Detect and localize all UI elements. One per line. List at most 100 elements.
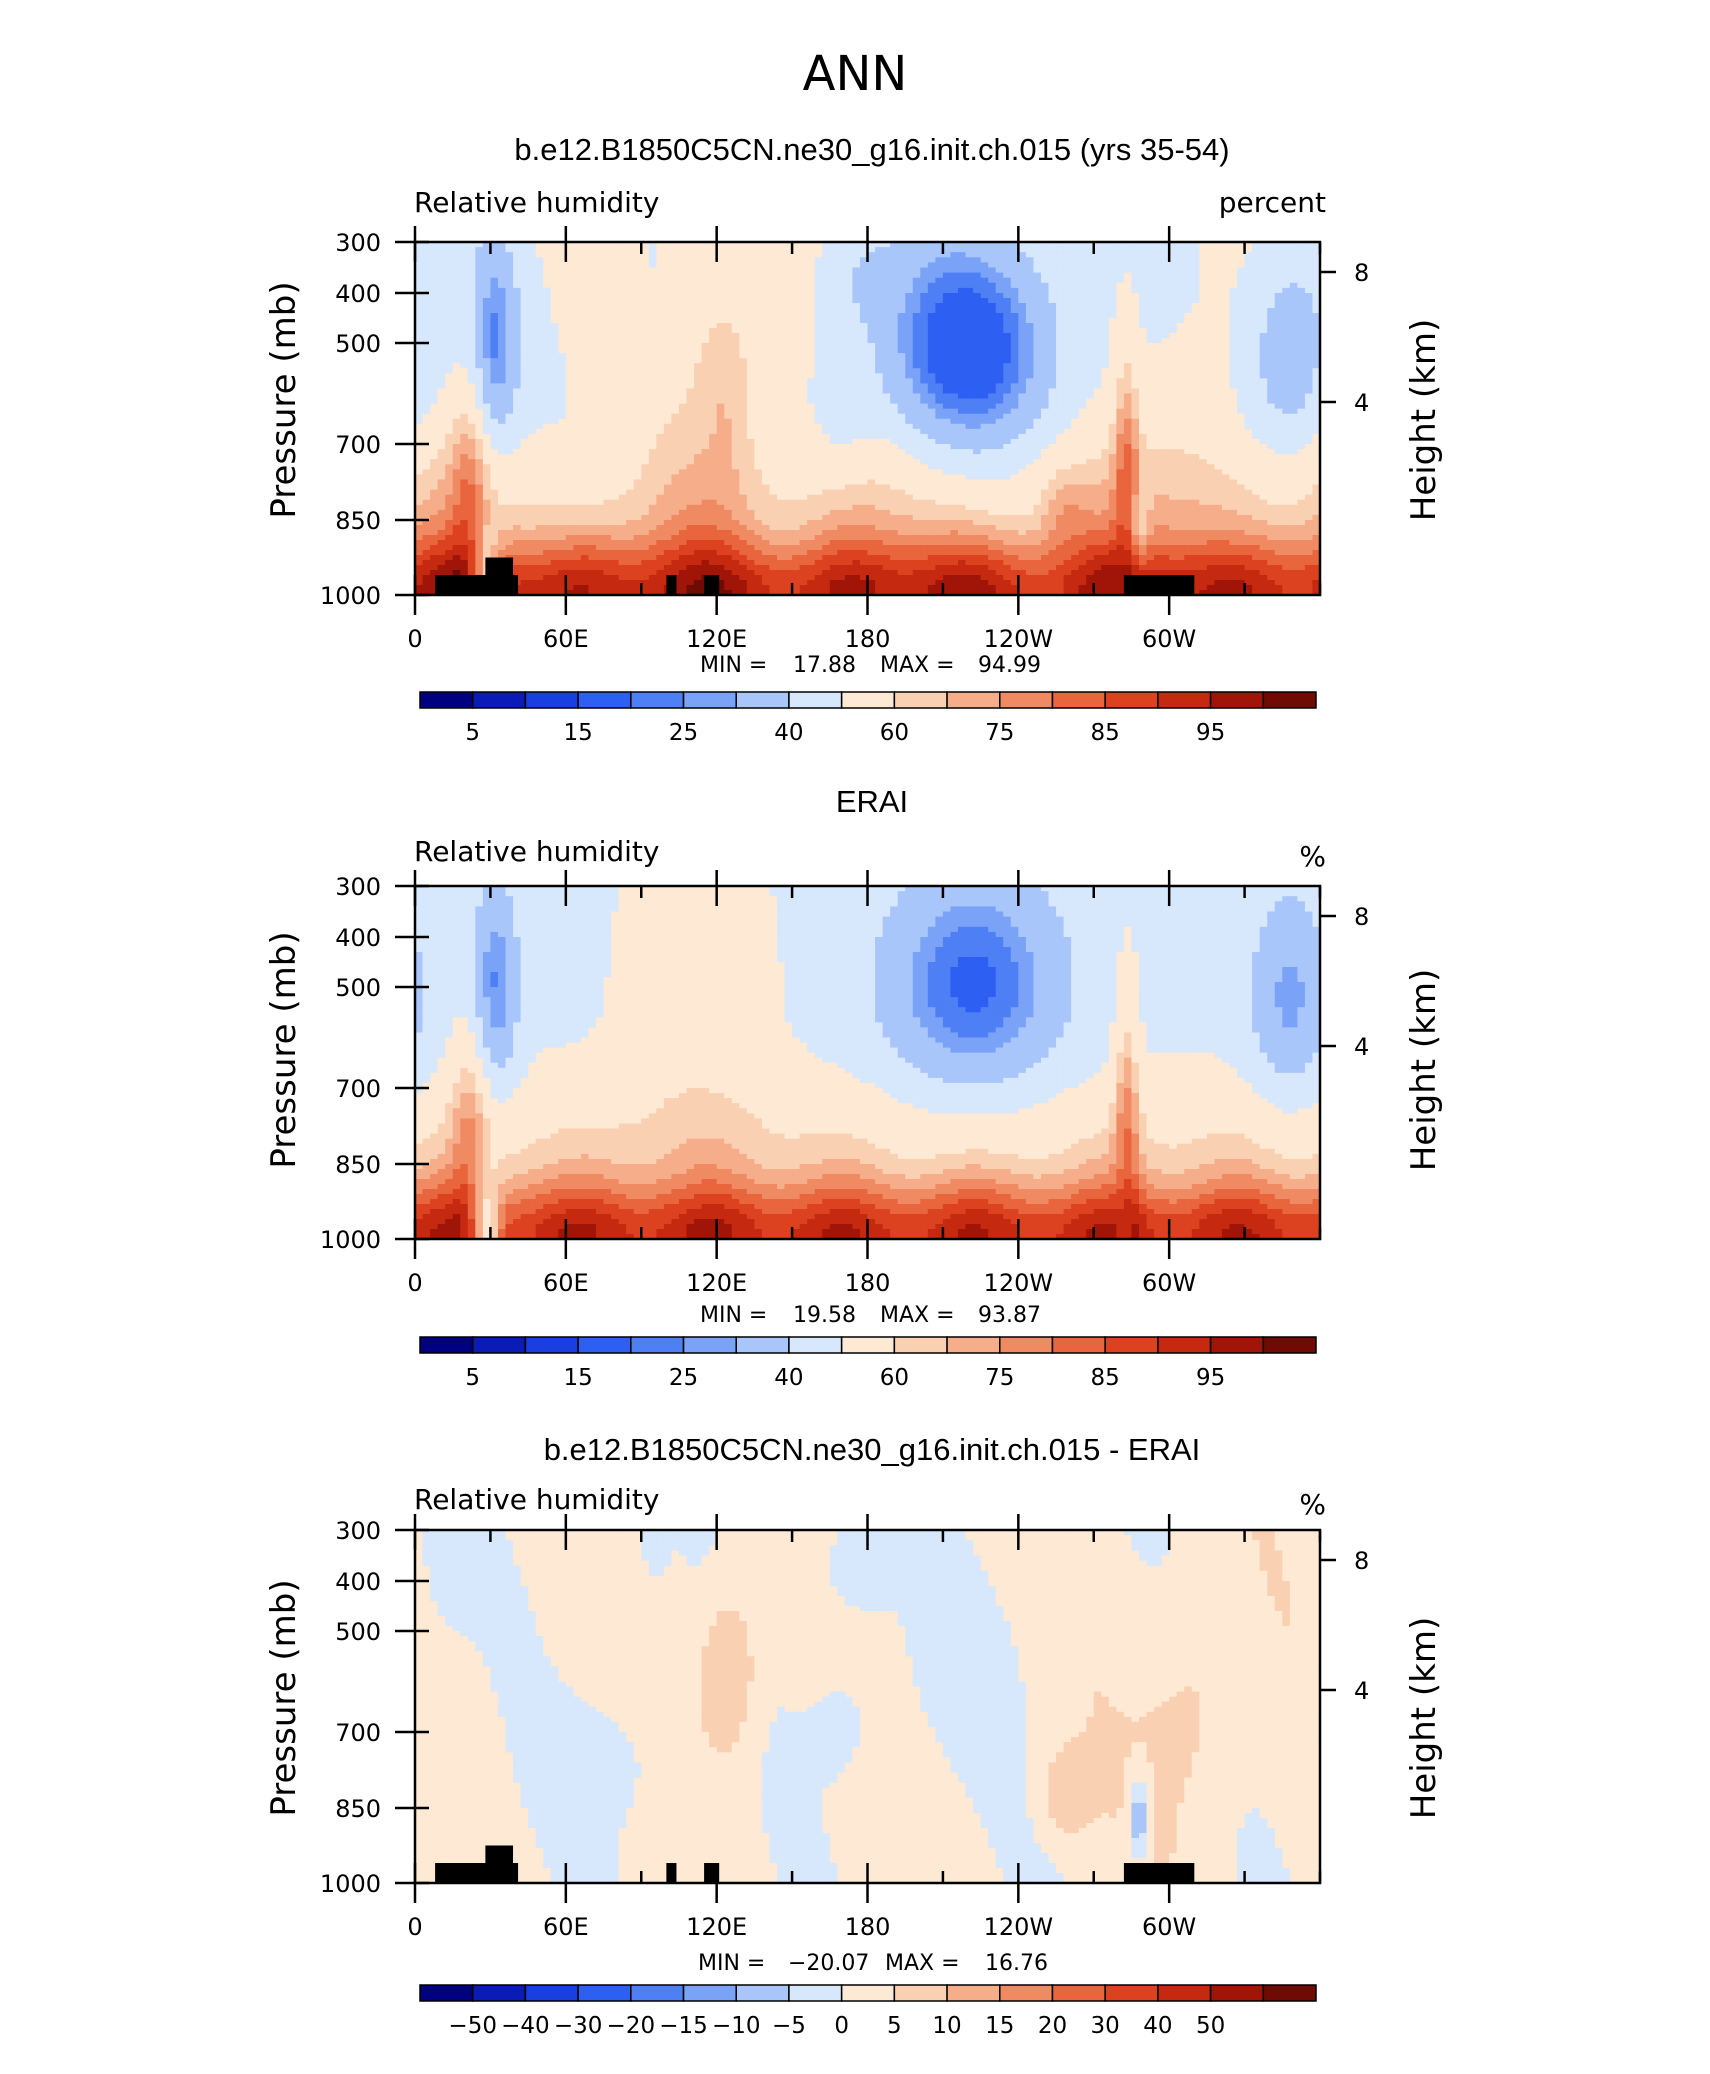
contour-cell <box>731 373 740 379</box>
contour-cell <box>467 282 476 289</box>
contour-cell <box>1093 353 1102 359</box>
contour-cell <box>422 363 431 369</box>
contour-cell <box>1312 348 1321 354</box>
contour-cell <box>958 318 967 324</box>
contour-cell <box>1010 262 1019 269</box>
contour-cell <box>1297 398 1306 405</box>
contour-cell <box>445 323 454 329</box>
contour-cell <box>1289 257 1298 263</box>
contour-cell <box>596 338 605 344</box>
contour-cell <box>611 449 620 455</box>
contour-cell <box>513 433 522 440</box>
contour-cell <box>1139 433 1148 440</box>
contour-cell <box>565 358 574 364</box>
contour-cell <box>1154 303 1163 309</box>
contour-cell <box>777 282 786 289</box>
contour-cell <box>415 403 424 410</box>
contour-cell <box>513 262 522 269</box>
contour-cell <box>1214 333 1223 339</box>
contour-cell <box>1199 408 1208 415</box>
contour-cell <box>1056 262 1065 269</box>
contour-cell <box>475 398 484 405</box>
contour-cell <box>1108 383 1117 390</box>
contour-cell <box>724 428 733 435</box>
contour-cell <box>1191 418 1200 425</box>
contour-cell <box>437 308 446 314</box>
contour-cell <box>596 398 605 405</box>
contour-cell <box>415 262 424 269</box>
contour-cell <box>897 418 906 425</box>
contour-cell <box>1176 388 1185 395</box>
contour-cell <box>1154 398 1163 405</box>
contour-cell <box>852 298 861 304</box>
contour-cell <box>1010 252 1019 258</box>
contour-cell <box>656 418 665 425</box>
contour-cell <box>482 398 492 405</box>
contour-cell <box>656 348 665 354</box>
contour-cell <box>1244 333 1253 339</box>
contour-cell <box>920 413 929 420</box>
contour-cell <box>460 368 469 374</box>
contour-cell <box>1199 368 1208 374</box>
contour-cell <box>1282 272 1291 279</box>
contour-cell <box>543 388 552 395</box>
contour-cell <box>452 242 461 248</box>
contour-cell <box>686 252 695 258</box>
contour-cell <box>1071 323 1080 329</box>
contour-cell <box>460 298 469 304</box>
contour-cell <box>867 293 876 299</box>
contour-cell <box>550 403 559 410</box>
contour-cell <box>1086 423 1095 430</box>
contour-cell <box>513 338 522 344</box>
contour-cell <box>814 408 823 415</box>
contour-cell <box>445 433 454 440</box>
contour-cell <box>611 247 620 253</box>
contour-cell <box>822 348 831 354</box>
contour-cell <box>482 343 492 349</box>
contour-cell <box>528 323 537 329</box>
contour-cell <box>1154 428 1163 435</box>
contour-cell <box>1229 293 1238 299</box>
contour-cell <box>1086 267 1095 274</box>
contour-cell <box>1304 328 1314 334</box>
contour-cell <box>641 423 650 430</box>
contour-cell <box>1169 343 1178 349</box>
contour-cell <box>1169 378 1178 384</box>
contour-cell <box>497 287 507 294</box>
contour-cell <box>1282 318 1291 324</box>
contour-cell <box>505 267 514 274</box>
contour-cell <box>1018 383 1027 390</box>
contour-cell <box>618 403 627 410</box>
contour-cell <box>980 338 989 344</box>
contour-cell <box>626 373 635 379</box>
contour-cell <box>618 408 627 415</box>
contour-cell <box>844 378 854 384</box>
contour-cell <box>1282 338 1291 344</box>
contour-cell <box>580 363 590 369</box>
contour-cell <box>565 277 574 284</box>
contour-cell <box>814 433 823 440</box>
contour-cell <box>837 388 846 395</box>
contour-cell <box>528 433 537 440</box>
contour-cell <box>437 277 446 284</box>
contour-cell <box>746 363 755 369</box>
contour-cell <box>535 388 544 395</box>
contour-cell <box>445 403 454 410</box>
contour-cell <box>777 242 786 248</box>
contour-cell <box>1086 298 1095 304</box>
contour-cell <box>633 262 642 269</box>
contour-cell <box>445 277 454 284</box>
contour-cell <box>942 373 952 379</box>
contour-cell <box>460 262 469 269</box>
contour-cell <box>995 428 1004 435</box>
contour-cell <box>709 277 718 284</box>
contour-cell <box>1304 423 1314 430</box>
contour-cell <box>988 323 997 329</box>
contour-cell <box>1131 308 1140 314</box>
contour-cell <box>1184 398 1193 405</box>
contour-cell <box>829 353 838 359</box>
contour-cell <box>430 348 439 354</box>
contour-cell <box>920 333 929 339</box>
contour-cell <box>1086 413 1095 420</box>
contour-cell <box>701 418 710 425</box>
